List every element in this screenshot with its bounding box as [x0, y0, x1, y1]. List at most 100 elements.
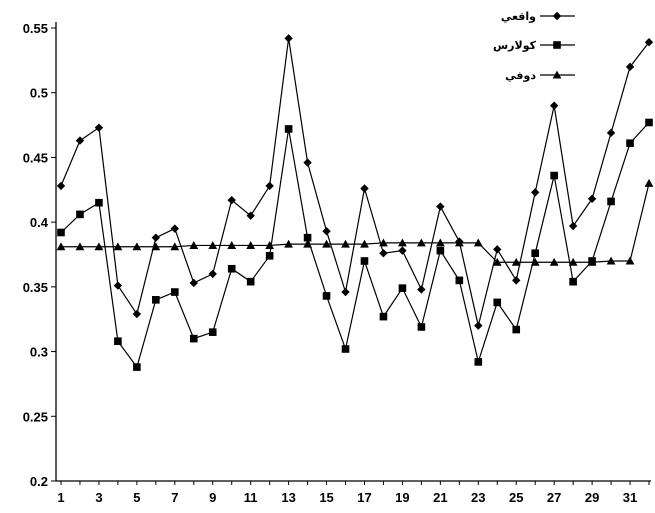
x-tick-label: 27	[547, 490, 561, 505]
data-point-diamond	[398, 246, 407, 255]
y-tick-label: 0.35	[23, 280, 48, 295]
data-point-square	[322, 292, 331, 300]
data-point-square	[95, 198, 103, 207]
data-point-triangle	[341, 239, 350, 248]
legend-item-3: دوفي	[505, 69, 575, 82]
data-point-diamond	[512, 276, 521, 285]
data-point-square	[360, 257, 369, 265]
data-point-square	[208, 328, 217, 336]
data-point-square	[171, 288, 179, 296]
data-point-diamond	[625, 62, 635, 72]
chart-axes: 0.20.250.30.350.40.450.50.551 3 5 7 9 11 13 15 1…	[23, 21, 651, 505]
x-tick-label: 17	[357, 490, 371, 505]
data-point-square	[76, 210, 84, 219]
data-point-diamond	[227, 195, 236, 205]
data-point-diamond	[208, 269, 217, 279]
data-point-diamond	[606, 128, 616, 138]
data-point-diamond	[75, 136, 85, 145]
legend-label: دوفي	[505, 69, 536, 82]
data-point-diamond	[552, 11, 562, 21]
data-point-square	[417, 323, 426, 331]
data-point-triangle	[246, 241, 256, 249]
data-point-triangle	[151, 242, 161, 251]
data-point-diamond	[644, 38, 654, 47]
data-point-triangle	[511, 257, 521, 266]
data-point-diamond	[379, 249, 388, 258]
data-point-square	[553, 41, 561, 49]
chart-series	[56, 34, 654, 371]
legend-label: كولارس	[493, 39, 537, 52]
data-point-square	[626, 139, 634, 147]
legend-item-1: واقعي	[501, 10, 575, 23]
data-point-square	[189, 334, 198, 343]
data-point-triangle	[644, 178, 654, 187]
y-tick-label: 0.4	[30, 215, 49, 230]
data-point-diamond	[474, 321, 483, 330]
data-point-diamond	[151, 233, 161, 242]
data-point-square	[493, 298, 502, 307]
data-point-diamond	[113, 281, 123, 290]
data-point-square	[152, 296, 160, 304]
data-point-square	[114, 337, 122, 346]
data-point-square	[455, 276, 464, 285]
data-point-diamond	[530, 188, 540, 197]
data-point-diamond	[587, 194, 597, 204]
data-point-square	[57, 228, 65, 237]
data-point-diamond	[341, 287, 350, 297]
data-point-triangle	[379, 238, 388, 247]
x-tick-label: 11	[244, 490, 258, 505]
data-point-triangle	[284, 239, 294, 248]
data-point-diamond	[189, 278, 198, 288]
series-1	[56, 34, 654, 330]
data-point-triangle	[265, 241, 275, 249]
y-tick-label: 0.2	[30, 474, 48, 489]
x-tick-label: 13	[281, 490, 295, 505]
data-point-square	[303, 233, 312, 242]
data-point-diamond	[132, 309, 142, 319]
data-point-triangle	[549, 257, 559, 266]
legend-label: واقعي	[501, 10, 536, 23]
data-point-square	[436, 246, 445, 255]
x-tick-label: 5	[133, 490, 140, 505]
data-point-triangle	[398, 238, 407, 247]
series-line	[60, 38, 650, 326]
data-point-triangle	[322, 239, 331, 248]
x-tick-label: 9	[209, 490, 216, 505]
data-point-square	[607, 197, 615, 206]
data-point-triangle	[435, 238, 445, 247]
x-tick-label: 15	[319, 490, 333, 505]
series-line	[60, 122, 650, 369]
data-point-diamond	[94, 123, 104, 132]
chart-legend: واقعي كولارس دوفي	[493, 10, 575, 82]
data-point-triangle	[552, 70, 562, 79]
y-tick-label: 0.45	[23, 150, 48, 165]
data-point-triangle	[75, 242, 85, 251]
data-point-diamond	[265, 181, 274, 191]
x-tick-label: 31	[623, 490, 637, 505]
x-tick-label: 29	[585, 490, 599, 505]
x-tick-label: 1	[57, 490, 64, 505]
data-point-triangle	[227, 241, 237, 249]
y-tick-label: 0.5	[30, 86, 48, 101]
x-tick-label: 19	[395, 490, 409, 505]
data-point-square	[379, 312, 388, 321]
data-point-triangle	[170, 242, 180, 251]
data-point-diamond	[246, 211, 255, 220]
data-point-triangle	[606, 256, 616, 265]
data-point-triangle	[360, 239, 369, 248]
data-point-triangle	[189, 241, 199, 249]
data-point-square	[341, 345, 350, 353]
data-point-diamond	[284, 34, 293, 43]
series-line	[61, 183, 650, 263]
data-point-diamond	[360, 184, 369, 193]
x-tick-label: 23	[471, 490, 485, 505]
data-point-square	[246, 277, 255, 286]
data-point-triangle	[492, 257, 502, 266]
data-point-triangle	[530, 257, 540, 266]
data-point-diamond	[56, 181, 66, 191]
series-3	[56, 178, 654, 266]
data-point-diamond	[436, 202, 445, 211]
data-point-triangle	[416, 238, 426, 247]
data-point-square	[569, 277, 577, 286]
